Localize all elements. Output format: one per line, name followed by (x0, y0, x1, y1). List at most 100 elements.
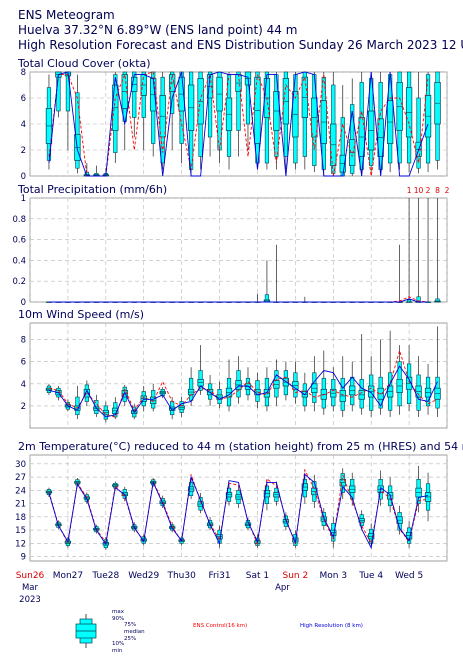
ens-box (187, 71, 195, 176)
ens-box (64, 71, 72, 150)
panel-title: 2m Temperature(°C) reduced to 44 m (stat… (18, 440, 463, 453)
ens-box (206, 71, 214, 157)
x-day-label: Mon 3 (319, 571, 347, 581)
y-tick-label: 15 (15, 526, 26, 536)
ens-box (159, 387, 166, 399)
ens-box-10-90 (75, 92, 80, 169)
y-tick-label: 0.6 (12, 236, 26, 246)
panel-4: 2m Temperature(°C) reduced to 44 m (stat… (15, 440, 463, 563)
x-day-label: Thu30 (166, 571, 196, 581)
overflow-label: 10 (414, 186, 424, 195)
ens-box (187, 367, 195, 406)
forecast-run-line: High Resolution Forecast and ENS Distrib… (18, 38, 463, 52)
ens-box (434, 198, 441, 303)
ens-box (330, 72, 337, 176)
hres-line (48, 365, 438, 418)
ens-box (263, 71, 271, 170)
y-tick-label: 0.2 (12, 277, 26, 287)
panel-3: 10m Wind Speed (m/s) 2 4 6 8 (18, 308, 448, 429)
ens-box (396, 71, 403, 170)
ens-box (405, 71, 413, 173)
x-day-label: Sun26 (16, 571, 45, 581)
ens-box (140, 71, 147, 150)
ens-box (83, 492, 91, 504)
ens-box (273, 481, 280, 506)
legend-label-max: max (112, 609, 125, 615)
ens-box (159, 72, 166, 170)
ens-box (225, 482, 233, 506)
panel-2: Total Precipitation (mm/6h) 0 0.2 0.4 0.6 0.8… (12, 183, 449, 308)
ens-box-10-90 (416, 97, 421, 169)
legend-ens-control: ENS Control(16 km) (193, 623, 247, 629)
ens-box (358, 72, 365, 176)
y-tick-label: 30 (15, 460, 26, 470)
ens-box (169, 397, 176, 420)
ens-box (178, 397, 185, 417)
legend-label-p75: 75% (124, 622, 136, 628)
ens-box (358, 334, 365, 415)
ens-box (273, 359, 280, 406)
ens-box (311, 356, 318, 412)
x-day-label: Tue 4 (358, 571, 383, 581)
ens-box (424, 472, 432, 522)
legend-label-median: median (124, 629, 145, 635)
y-tick-label: 4 (21, 120, 26, 130)
ens-box (368, 72, 375, 173)
ens-box (424, 363, 432, 415)
ens-box (386, 330, 394, 417)
ens-box (320, 508, 327, 531)
ens-control-line (48, 349, 438, 418)
hres-line (48, 71, 429, 177)
overflow-label: 2 (445, 186, 450, 195)
ens-box (235, 485, 242, 508)
ens-box (74, 74, 81, 174)
y-tick-label: 8 (21, 336, 26, 346)
y-tick-label: 12 (15, 539, 26, 549)
ens-box (235, 356, 242, 404)
y-tick-label: 0.4 (12, 256, 26, 266)
y-tick-label: 9 (21, 553, 26, 563)
legend-label-p25: 25% (124, 636, 136, 642)
ens-box (330, 516, 337, 548)
ens-box (405, 198, 413, 303)
ens-box (273, 72, 280, 170)
ens-box (93, 165, 100, 177)
panel-title: 10m Wind Speed (m/s) (18, 308, 144, 321)
ens-box (45, 383, 53, 395)
x-day-label: Tue28 (91, 571, 119, 581)
y-tick-label: 2 (21, 402, 26, 412)
ens-box (320, 350, 327, 415)
ens-box (102, 401, 109, 423)
ens-box-10-90 (207, 71, 213, 138)
x-month-label-apr: Apr (275, 583, 290, 593)
overflow-label: 2 (426, 186, 431, 195)
y-tick-label: 27 (15, 473, 26, 483)
x-month-label-mar: Mar (22, 583, 39, 593)
ens-box (121, 71, 128, 150)
overflow-label: 1 (407, 186, 412, 195)
ens-box (254, 71, 261, 170)
ens-box (415, 198, 422, 303)
legend-label-min: min (112, 648, 123, 654)
y-tick-label: 4 (21, 380, 26, 390)
ens-box (301, 472, 308, 504)
panel-1: Total Cloud Cover (okta) 0 2 4 6 8 (17, 57, 448, 182)
ens-box (112, 397, 119, 420)
ens-box (140, 386, 147, 412)
ens-box (225, 359, 233, 412)
ens-box (216, 381, 223, 409)
panel-title: Total Cloud Cover (okta) (17, 57, 151, 70)
hres-line (49, 298, 428, 303)
ens-box (235, 71, 242, 157)
y-tick-label: 1 (21, 194, 26, 204)
meteogram-title: ENS Meteogram (18, 8, 115, 22)
ens-box (254, 293, 261, 303)
ens-box (273, 244, 280, 303)
ens-box-10-90 (132, 71, 137, 118)
ens-box (396, 345, 403, 415)
ens-box (292, 361, 299, 404)
y-tick-label: 6 (21, 94, 26, 104)
overflow-label: 8 (435, 186, 440, 195)
location-line: Huelva 37.32°N 6.89°W (ENS land point) 4… (18, 23, 298, 37)
ens-box (225, 72, 233, 170)
